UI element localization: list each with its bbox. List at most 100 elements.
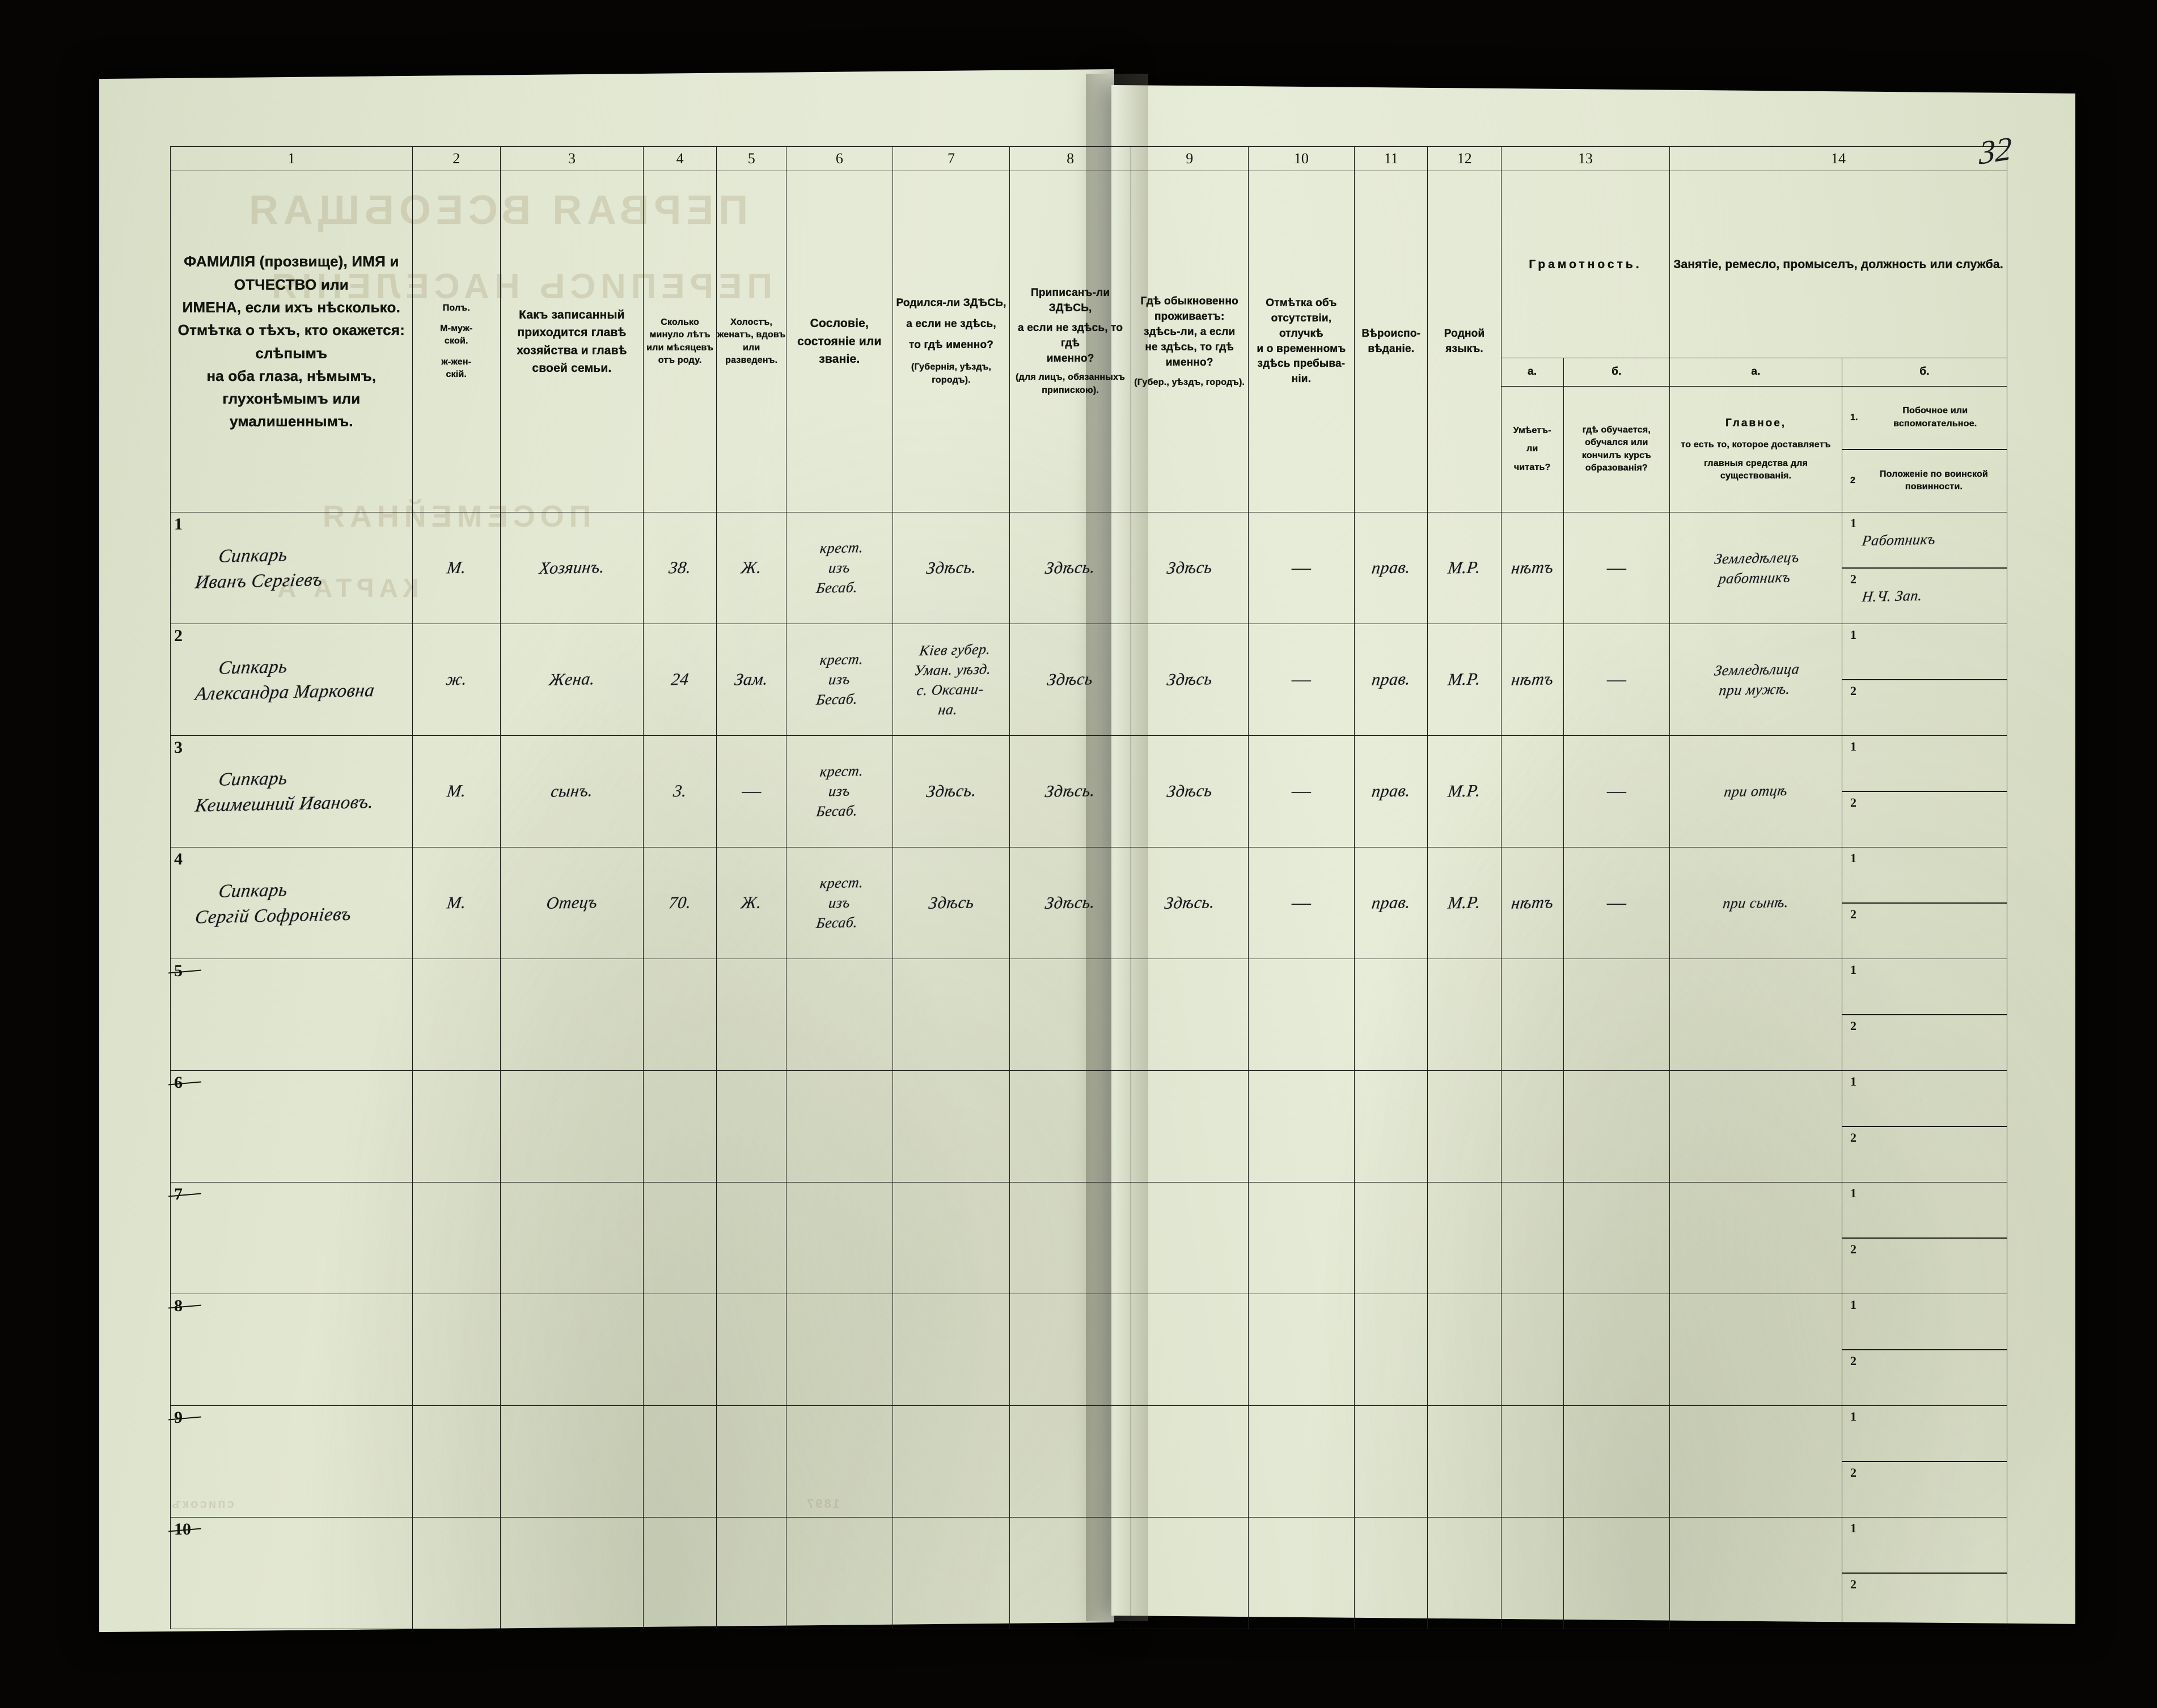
row-cell-age[interactable]: 3.	[643, 735, 717, 847]
military-status-slot[interactable]: 2	[1842, 1127, 2007, 1182]
row-cell-sex[interactable]: М.	[412, 512, 501, 624]
row-cell-relation[interactable]	[500, 1070, 644, 1183]
row-cell-religion[interactable]	[1354, 959, 1428, 1071]
row-cell-literate[interactable]	[1500, 1294, 1564, 1406]
row-cell-education[interactable]	[1563, 1182, 1670, 1294]
row-cell-registered[interactable]: Здѣсь.	[1009, 847, 1131, 959]
row-cell-marital[interactable]	[716, 1294, 787, 1406]
row-cell-absence[interactable]	[1247, 1182, 1355, 1294]
row-name-cell[interactable]: 5	[170, 959, 413, 1071]
row-cell-religion[interactable]	[1354, 1070, 1428, 1183]
row-cell-registered[interactable]	[1009, 1517, 1131, 1629]
row-cell-residence[interactable]	[1130, 1182, 1249, 1294]
row-cell-marital[interactable]	[716, 1517, 787, 1629]
row-name-cell[interactable]: 6	[170, 1070, 413, 1183]
row-cell-literate[interactable]: нѣтъ	[1500, 624, 1564, 736]
row-cell-language[interactable]	[1427, 1182, 1502, 1294]
row-cell-birthplace[interactable]	[892, 1517, 1010, 1629]
row-cell-registered[interactable]: Здѣсь	[1009, 624, 1131, 736]
row-cell-residence[interactable]: Здѣсь.	[1130, 847, 1249, 959]
row-cell-language[interactable]: М.Р.	[1427, 512, 1502, 624]
row-cell-sex[interactable]: ж.	[412, 624, 501, 736]
military-status-slot[interactable]: 2	[1842, 792, 2007, 847]
row-cell-registered[interactable]	[1009, 1070, 1131, 1183]
row-cell-education[interactable]	[1563, 1070, 1670, 1183]
row-cell-education[interactable]: —	[1563, 512, 1670, 624]
row-cell-language[interactable]	[1427, 1294, 1502, 1406]
row-cell-estate[interactable]	[786, 1182, 893, 1294]
occupation-side-slot[interactable]: 1	[1842, 1071, 2007, 1127]
row-cell-occupation-main[interactable]: Земледѣлецъ работникъ	[1669, 512, 1842, 624]
row-cell-sex[interactable]	[412, 1294, 501, 1406]
military-status-slot[interactable]: 2	[1842, 1462, 2007, 1517]
occupation-side-slot[interactable]: 1 Рaботникъ	[1842, 512, 2007, 569]
row-cell-absence[interactable]	[1247, 1070, 1355, 1183]
row-cell-registered[interactable]	[1009, 1294, 1131, 1406]
row-cell-literate[interactable]	[1500, 1070, 1564, 1183]
row-cell-age[interactable]	[643, 1182, 717, 1294]
row-cell-language[interactable]: М.Р.	[1427, 624, 1502, 736]
row-cell-education[interactable]	[1563, 1405, 1670, 1518]
row-cell-occupation-main[interactable]	[1669, 1517, 1842, 1629]
row-cell-relation[interactable]: сынъ.	[500, 735, 644, 847]
row-cell-language[interactable]	[1427, 1070, 1502, 1183]
military-status-slot[interactable]: 2	[1842, 1574, 2007, 1629]
row-cell-relation[interactable]: Жена.	[500, 624, 644, 736]
occupation-side-slot[interactable]: 1	[1842, 847, 2007, 904]
row-cell-marital[interactable]	[716, 959, 787, 1071]
row-cell-estate[interactable]	[786, 959, 893, 1071]
table-row[interactable]: 1 Сипкарь Иванъ Сергіевъ М. Хозяинъ. 38. Ж. кре…	[170, 512, 2008, 624]
row-cell-birthplace[interactable]: Кіев губер. Уман. уѣзд. с. Оксани- на.	[892, 624, 1010, 736]
row-cell-birthplace[interactable]	[892, 1405, 1010, 1518]
row-cell-residence[interactable]: Здѣсь	[1130, 512, 1249, 624]
military-status-slot[interactable]: 2	[1842, 1239, 2007, 1294]
row-cell-age[interactable]	[643, 1070, 717, 1183]
row-cell-registered[interactable]	[1009, 1405, 1131, 1518]
row-cell-absence[interactable]	[1247, 1405, 1355, 1518]
row-cell-occupation-main[interactable]: при отцѣ	[1669, 735, 1842, 847]
row-name-cell[interactable]: 8	[170, 1294, 413, 1406]
row-cell-marital[interactable]: Ж.	[716, 512, 787, 624]
row-cell-age[interactable]	[643, 959, 717, 1071]
row-cell-absence[interactable]: —	[1247, 624, 1355, 736]
row-cell-birthplace[interactable]	[892, 1070, 1010, 1183]
row-cell-language[interactable]	[1427, 1405, 1502, 1518]
row-cell-sex[interactable]	[412, 1070, 501, 1183]
row-cell-absence[interactable]: —	[1247, 847, 1355, 959]
row-cell-registered[interactable]: Здѣсь.	[1009, 512, 1131, 624]
row-cell-relation[interactable]	[500, 1405, 644, 1518]
row-name-cell[interactable]: 9	[170, 1405, 413, 1518]
row-cell-absence[interactable]	[1247, 1294, 1355, 1406]
row-cell-literate[interactable]: нѣтъ	[1500, 512, 1564, 624]
occupation-side-slot[interactable]: 1	[1842, 736, 2007, 792]
row-cell-occupation-main[interactable]: при сынѣ.	[1669, 847, 1842, 959]
military-status-slot[interactable]: 2 Н.Ч. Зап.	[1842, 569, 2007, 624]
row-cell-absence[interactable]: —	[1247, 512, 1355, 624]
row-cell-age[interactable]: 24	[643, 624, 717, 736]
row-cell-occupation-main[interactable]	[1669, 959, 1842, 1071]
occupation-side-slot[interactable]: 1	[1842, 959, 2007, 1015]
row-cell-residence[interactable]	[1130, 1070, 1249, 1183]
row-cell-literate[interactable]: нѣтъ	[1500, 847, 1564, 959]
row-cell-relation[interactable]	[500, 959, 644, 1071]
row-cell-birthplace[interactable]	[892, 959, 1010, 1071]
row-cell-religion[interactable]: прав.	[1354, 512, 1428, 624]
row-cell-language[interactable]	[1427, 959, 1502, 1071]
row-name-cell[interactable]: 7	[170, 1182, 413, 1294]
occupation-side-slot[interactable]: 1	[1842, 1406, 2007, 1462]
row-cell-education[interactable]	[1563, 1517, 1670, 1629]
row-cell-absence[interactable]	[1247, 1517, 1355, 1629]
row-cell-birthplace[interactable]: Здѣсь.	[892, 735, 1010, 847]
row-cell-relation[interactable]: Хозяинъ.	[500, 512, 644, 624]
